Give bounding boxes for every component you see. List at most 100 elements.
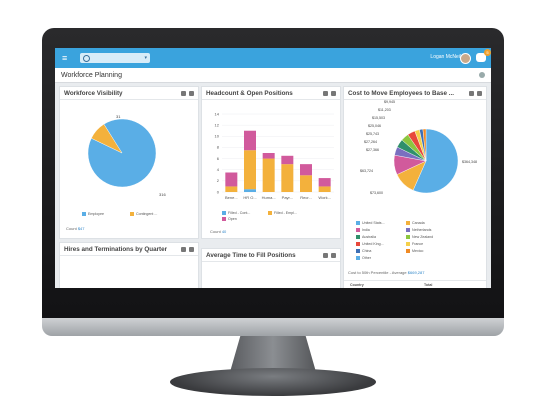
slice-value-label: $27,366	[366, 148, 379, 152]
legend-swatch	[268, 211, 272, 216]
chart-toggle-icon[interactable]	[323, 90, 328, 96]
slice-value-label: $364,348	[462, 160, 477, 164]
legend-swatch	[130, 212, 134, 217]
legend-item: Open	[222, 217, 237, 222]
legend-label: China	[362, 249, 372, 253]
pie-slice[interactable]	[91, 123, 123, 154]
bar-segment[interactable]	[225, 186, 238, 192]
bar-segment[interactable]	[300, 164, 312, 176]
average-value[interactable]: $669,287	[407, 270, 425, 275]
hamburger-menu-icon[interactable]: ≡	[62, 52, 68, 63]
slice-value-label: $15,503	[372, 116, 385, 120]
legend-swatch	[406, 242, 410, 247]
search-icon	[83, 54, 90, 62]
legend-label: Employee	[88, 212, 104, 216]
legend-label: Other	[362, 256, 371, 260]
monitor-stand-neck	[230, 336, 316, 372]
y-tick-label: 12	[215, 122, 220, 127]
legend-item: United King...	[356, 242, 384, 247]
panel-title: Average Time to Fill Positions	[206, 251, 296, 259]
gear-icon[interactable]	[331, 252, 336, 258]
bar-segment[interactable]	[318, 178, 331, 187]
legend-swatch	[356, 221, 360, 226]
legend-item: Netherlands	[406, 228, 431, 233]
legend-swatch	[356, 228, 360, 233]
chart-toggle-icon[interactable]	[181, 90, 186, 96]
workforce-visibility-panel: Workforce Visibility 31 316 Employee Con…	[59, 86, 199, 239]
legend-swatch	[82, 212, 86, 217]
headcount-panel: Headcount & Open Positions 0 2 4 6 8 10 12 14 Be…	[201, 86, 341, 239]
count-readout: Count $47	[66, 226, 85, 231]
legend-item: New Zealand	[406, 235, 434, 240]
chart-toggle-icon[interactable]	[323, 252, 328, 258]
avatar[interactable]	[460, 53, 471, 64]
panel-header: Headcount & Open Positions	[202, 87, 340, 100]
y-tick-label: 2	[217, 178, 220, 183]
legend-item: Filled - Empl...	[268, 211, 297, 216]
legend-item: Employee	[82, 212, 104, 217]
gear-icon[interactable]	[331, 90, 336, 96]
count-value[interactable]: $47	[77, 226, 85, 231]
cost-table-header: Country Total	[344, 280, 486, 288]
y-tick-label: 14	[215, 111, 220, 116]
bar-segment[interactable]	[225, 172, 238, 187]
count-value[interactable]: 40	[221, 229, 227, 234]
bar-segment[interactable]	[244, 130, 256, 151]
legend-swatch	[356, 235, 360, 240]
legend-item: India	[356, 228, 370, 233]
legend-swatch	[406, 249, 410, 254]
panel-title: Cost to Move Employees to Base ...	[348, 89, 455, 97]
slice-value-label: $25,046	[368, 124, 381, 128]
pie-slice[interactable]	[422, 128, 427, 162]
column-header-total[interactable]: Total	[424, 283, 433, 287]
search-input[interactable]: ▾	[80, 53, 150, 63]
bar-segment[interactable]	[262, 158, 275, 192]
bar-segment[interactable]	[318, 186, 331, 192]
pie-slice[interactable]	[412, 128, 459, 194]
chart-toggle-icon[interactable]	[181, 246, 186, 252]
slice-value-label: $25,743	[366, 132, 379, 136]
legend-item: Australia	[356, 235, 376, 240]
legend-label: New Zealand	[412, 235, 434, 239]
legend-swatch	[356, 249, 360, 254]
slice-label-small: 31	[116, 114, 121, 119]
x-tick-label: Bene...	[225, 195, 238, 200]
legend-item: Canada	[406, 221, 425, 226]
cost-pie	[393, 128, 459, 194]
slice-value-label: $9,945	[384, 100, 395, 104]
legend-label: Open	[228, 217, 237, 221]
legend-label: Filled - Empl...	[274, 211, 297, 215]
gear-icon[interactable]	[479, 72, 485, 78]
bar-segment[interactable]	[300, 175, 312, 192]
x-tick-label: Payr...	[282, 195, 293, 200]
y-tick-label: 8	[217, 145, 220, 150]
x-tick-label: Recr...	[300, 195, 312, 200]
slice-label-large: 316	[159, 192, 166, 197]
bar-segment[interactable]	[281, 155, 294, 165]
average-label: Cost to 50th Percentile - Average	[348, 270, 407, 275]
y-tick-label: 0	[217, 189, 220, 194]
legend-swatch	[222, 211, 226, 216]
panel-header: Average Time to Fill Positions	[202, 249, 340, 262]
bar-segment[interactable]	[262, 153, 275, 159]
chart-toggle-icon[interactable]	[469, 90, 474, 96]
page-title: Workforce Planning	[61, 71, 122, 79]
bar-segment[interactable]	[244, 189, 256, 192]
x-tick-label: Work...	[318, 195, 331, 200]
chevron-down-icon[interactable]: ▾	[144, 55, 147, 61]
bar-segment[interactable]	[244, 150, 256, 190]
gear-icon[interactable]	[477, 90, 482, 96]
legend-swatch	[356, 242, 360, 247]
inbox-icon[interactable]	[476, 53, 486, 62]
gear-icon[interactable]	[189, 246, 194, 252]
legend-label: United Stats...	[362, 221, 385, 225]
gear-icon[interactable]	[189, 90, 194, 96]
bar-segment[interactable]	[281, 164, 294, 192]
page-header: Workforce Planning	[55, 68, 491, 83]
column-header-country[interactable]: Country	[350, 283, 364, 287]
legend-label: Contingent ...	[136, 212, 158, 216]
legend-label: Australia	[362, 235, 376, 239]
y-tick-label: 10	[215, 134, 220, 139]
user-name[interactable]: Logan McNeil	[430, 54, 461, 60]
slice-value-label: $63,724	[360, 169, 373, 173]
